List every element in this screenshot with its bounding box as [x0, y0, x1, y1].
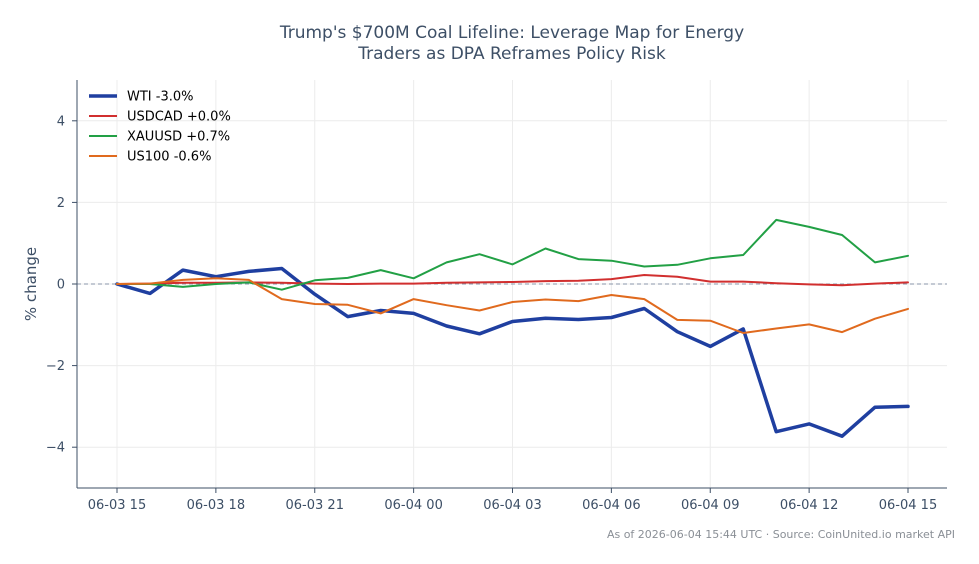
- y-tick-label: 0: [57, 278, 65, 293]
- legend: WTI -3.0% USDCAD +0.0% XAUUSD +0.7% US100 -…: [89, 90, 231, 165]
- legend-label: WTI -3.0%: [127, 90, 193, 105]
- chart-title-line-1: Trump's $700M Coal Lifeline: Leverage Ma…: [279, 23, 744, 43]
- series-line-1: [115, 266, 910, 438]
- series-line-3: [116, 218, 909, 291]
- x-tick-label: 06-04 06: [582, 498, 640, 513]
- x-ticks: 06-03 15 06-03 18 06-03 21 06-04 00 06-04 03…: [88, 488, 937, 513]
- y-axis-label: % change: [22, 247, 40, 321]
- legend-label: XAUUSD +0.7%: [127, 130, 230, 145]
- x-tick-label: 06-04 00: [384, 498, 442, 513]
- series-line-4: [116, 277, 909, 334]
- x-tick-label: 06-03 18: [187, 498, 245, 513]
- legend-label: USDCAD +0.0%: [127, 110, 231, 125]
- x-tick-label: 06-04 12: [780, 498, 838, 513]
- y-ticks: −4 −2 0 2 4: [46, 114, 77, 456]
- x-tick-label: 06-04 09: [681, 498, 739, 513]
- y-tick-label: −4: [46, 441, 65, 456]
- chart-title-line-2: Traders as DPA Reframes Policy Risk: [357, 44, 666, 64]
- footer-source: As of 2026-06-04 15:44 UTC · Source: Coi…: [607, 528, 955, 541]
- y-tick-label: −2: [46, 359, 65, 374]
- x-tick-label: 06-04 03: [483, 498, 541, 513]
- x-tick-label: 06-03 21: [286, 498, 344, 513]
- series-lines: [115, 218, 910, 438]
- y-tick-label: 2: [57, 196, 65, 211]
- x-tick-label: 06-03 15: [88, 498, 146, 513]
- legend-label: US100 -0.6%: [127, 150, 211, 165]
- y-tick-label: 4: [57, 114, 65, 129]
- x-tick-label: 06-04 15: [879, 498, 937, 513]
